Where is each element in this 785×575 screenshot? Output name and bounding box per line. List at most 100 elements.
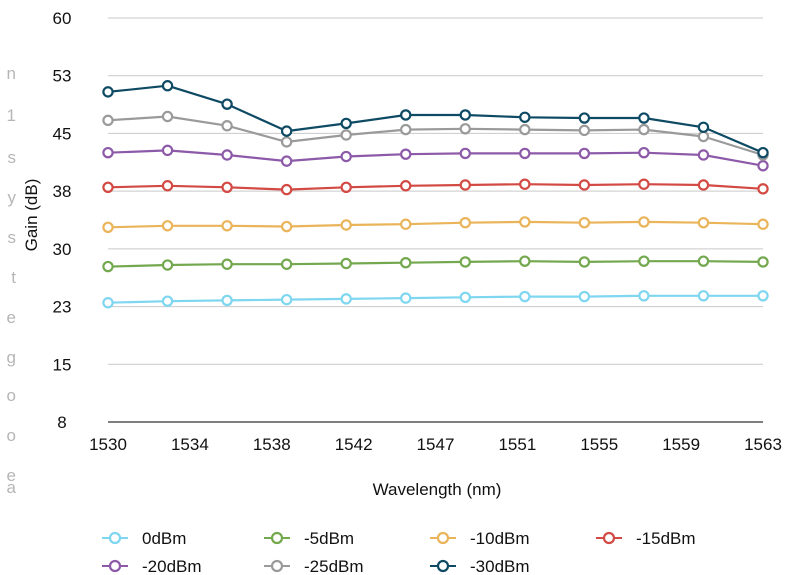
data-point [578, 290, 591, 303]
data-point [757, 256, 769, 268]
edge-text-fragment: s [7, 228, 17, 247]
data-point [102, 181, 114, 193]
y-axis-title: Gain (dB) [22, 179, 41, 252]
x-tick-label: 1563 [744, 435, 782, 454]
data-point [578, 112, 591, 124]
data-point [161, 144, 174, 157]
data-point [400, 257, 412, 269]
data-point [578, 124, 591, 137]
data-point [757, 160, 769, 172]
series--20dBm [102, 144, 769, 172]
y-tick-label: 38 [53, 182, 72, 201]
y-tick-label: 23 [53, 298, 72, 317]
data-point [697, 255, 710, 267]
data-point [638, 255, 650, 267]
legend-label: 0dBm [142, 529, 186, 548]
x-tick-label: 1538 [253, 435, 291, 454]
data-point [578, 179, 591, 191]
legend-swatch-marker [270, 559, 284, 573]
edge-text-fragment: s [7, 148, 17, 167]
legend-swatch-marker [602, 531, 616, 545]
data-point [519, 255, 531, 267]
data-point [280, 136, 293, 148]
data-point [280, 258, 293, 270]
data-point [519, 123, 531, 136]
series-line [106, 84, 765, 154]
legend-item: -20dBm [102, 557, 202, 575]
data-point [161, 259, 174, 271]
legend-label: -25dBm [304, 557, 364, 575]
x-tick-label: 1547 [417, 435, 455, 454]
y-tick-label: 8 [57, 413, 66, 432]
data-point [459, 256, 471, 268]
data-point [400, 292, 412, 304]
data-point [102, 86, 114, 98]
grid-lines [108, 17, 763, 423]
series-line [106, 294, 765, 304]
legend-item: -5dBm [264, 529, 354, 548]
data-point [161, 110, 174, 123]
data-point [519, 290, 531, 303]
y-tick-label: 45 [53, 124, 72, 143]
legend-label: -20dBm [142, 557, 202, 575]
data-point [459, 147, 471, 160]
y-tick-label: 53 [53, 67, 72, 86]
legend-swatch-marker [108, 531, 122, 545]
data-point [519, 111, 531, 123]
legend-item: -10dBm [430, 529, 530, 548]
data-point [340, 293, 352, 305]
data-point [221, 181, 233, 193]
data-point [400, 218, 412, 230]
data-point [221, 120, 233, 132]
data-point [757, 183, 769, 195]
data-point [638, 123, 650, 136]
data-point [161, 80, 174, 92]
legend-swatch-marker [436, 559, 450, 573]
x-tick-label: 1551 [498, 435, 536, 454]
x-tick-label: 1555 [580, 435, 618, 454]
edge-text-fragment: n [6, 64, 16, 83]
data-point [638, 178, 650, 190]
data-point [161, 180, 174, 192]
y-tick-label: 30 [53, 240, 72, 259]
data-point [102, 260, 114, 273]
data-point [578, 147, 591, 160]
edge-text-fragment: t [11, 268, 16, 287]
data-point [102, 221, 114, 234]
data-point [340, 117, 352, 130]
data-point [400, 180, 412, 192]
data-point [697, 149, 710, 161]
series-line [106, 260, 765, 268]
data-point [519, 147, 531, 160]
edge-text-fragment: o [6, 426, 16, 445]
data-point [280, 155, 293, 167]
data-point [340, 150, 352, 163]
series--10dBm [102, 216, 769, 234]
data-point [697, 290, 710, 302]
data-point [519, 216, 531, 228]
edge-text-fragment: o [6, 386, 16, 405]
x-tick-labels: 1530 1534 1538 1542 1547 1551 1555 1559 1563 [89, 435, 782, 454]
series-line [106, 115, 765, 157]
legend-label: -5dBm [304, 529, 354, 548]
data-point [161, 220, 174, 232]
data-point [102, 297, 114, 309]
data-point [280, 293, 293, 306]
legend-item: -25dBm [264, 557, 364, 575]
data-point [459, 123, 471, 135]
data-point [757, 146, 769, 159]
legend-swatch-marker [270, 531, 284, 545]
edge-text-fragment: y [7, 188, 17, 207]
data-point [280, 125, 293, 137]
x-axis-title: Wavelength (nm) [373, 480, 502, 499]
series-line [106, 149, 765, 167]
data-point [340, 257, 352, 270]
data-point [459, 109, 471, 121]
y-tick-labels: 8 15 23 30 38 45 53 60 [53, 9, 72, 432]
edge-text-fragment: g [6, 348, 16, 367]
data-point [221, 258, 233, 270]
data-point [400, 148, 412, 160]
edge-text-fragment: 1 [6, 106, 16, 125]
data-point [102, 146, 114, 159]
